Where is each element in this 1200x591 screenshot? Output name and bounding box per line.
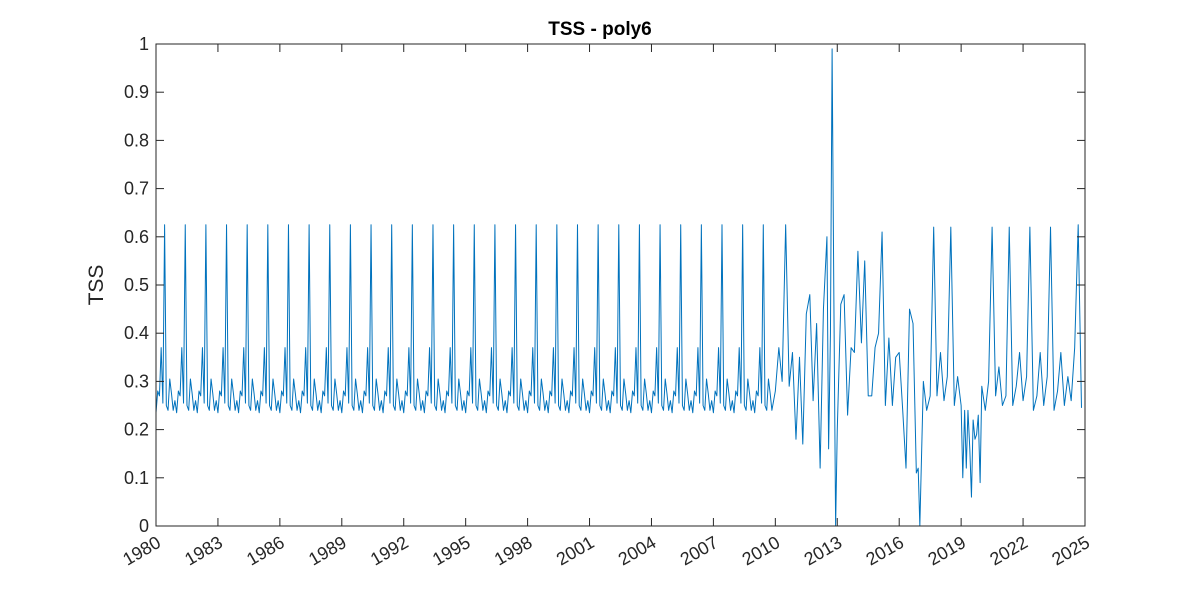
x-tick-label: 2004 xyxy=(615,532,660,569)
x-tick-label: 1983 xyxy=(181,532,226,569)
x-tick-label: 1989 xyxy=(305,532,350,569)
x-tick-label: 1998 xyxy=(491,532,536,569)
y-tick-label: 0.1 xyxy=(124,468,149,488)
x-tick-label: 2016 xyxy=(863,532,908,569)
y-tick-label: 0.9 xyxy=(124,82,149,102)
x-tick-label: 2001 xyxy=(553,532,598,569)
series-layer xyxy=(155,48,1082,527)
x-tick-label: 1980 xyxy=(119,532,164,569)
chart-title: TSS - poly6 xyxy=(548,19,652,40)
series-line xyxy=(155,48,1082,527)
y-tick-label: 0.7 xyxy=(124,179,149,199)
y-tick-label: 0.4 xyxy=(124,323,149,343)
y-tick-label: 1 xyxy=(139,34,149,54)
y-tick-label: 0.5 xyxy=(124,275,149,295)
y-tick-label: 0.6 xyxy=(124,227,149,247)
x-tick-label: 2022 xyxy=(986,532,1031,569)
x-tick-label: 2007 xyxy=(677,532,722,569)
plot-area xyxy=(156,44,1085,526)
x-tick-label: 1995 xyxy=(429,532,474,569)
x-tick-label: 1986 xyxy=(243,532,288,569)
y-tick-label: 0.2 xyxy=(124,420,149,440)
x-tick-label: 2013 xyxy=(801,532,846,569)
x-tick-label: 2019 xyxy=(924,532,969,569)
x-tick-label: 1992 xyxy=(367,532,412,569)
y-tick-label: 0.8 xyxy=(124,130,149,150)
x-tick-label: 2010 xyxy=(739,532,784,569)
y-tick-label: 0.3 xyxy=(124,371,149,391)
x-tick-label: 2025 xyxy=(1048,532,1093,569)
y-tick-label: 0 xyxy=(139,516,149,536)
